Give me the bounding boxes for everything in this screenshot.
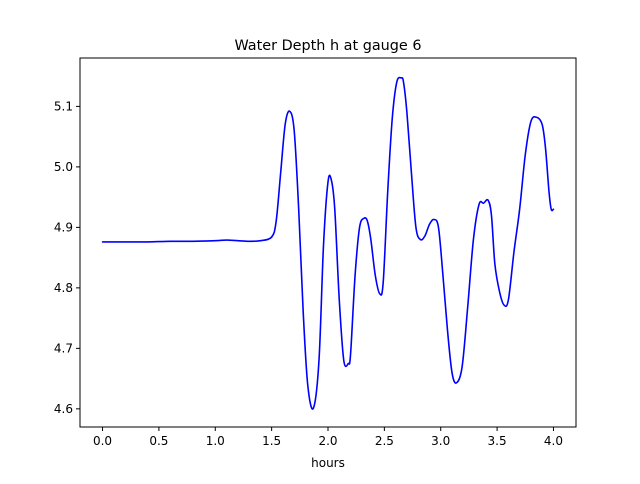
x-tick-label: 4.0: [544, 434, 563, 448]
plot-frame: [79, 57, 577, 428]
y-tick-label: 4.7: [54, 341, 73, 355]
y-tick-label: 5.0: [54, 160, 73, 174]
x-tick-label: 0.0: [93, 434, 112, 448]
y-tick-label: 4.8: [54, 281, 73, 295]
y-tick-label: 4.6: [54, 402, 73, 416]
y-axis-ticks: 4.6 4.7 4.8 4.9 5.0 5.1: [54, 99, 80, 416]
x-tick-label: 1.0: [206, 434, 225, 448]
x-tick-label: 3.5: [488, 434, 507, 448]
x-tick-label: 0.5: [149, 434, 168, 448]
y-tick-label: 5.1: [54, 99, 73, 113]
x-axis-label: hours: [311, 456, 345, 470]
y-tick-label: 4.9: [54, 220, 73, 234]
x-tick-label: 2.5: [375, 434, 394, 448]
chart-title: Water Depth h at gauge 6: [234, 38, 421, 54]
series-line-0: [101, 76, 555, 410]
series-layer: [101, 76, 555, 410]
x-axis-ticks: 0.0 0.5 1.0 1.5 2.0 2.5 3.0 3.5 4.0: [93, 427, 563, 448]
x-tick-label: 3.0: [431, 434, 450, 448]
x-tick-label: 2.0: [318, 434, 337, 448]
x-tick-label: 1.5: [262, 434, 281, 448]
